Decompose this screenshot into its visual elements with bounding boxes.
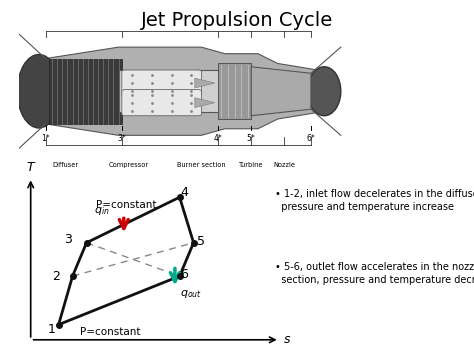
Text: s: s: [284, 333, 291, 346]
Ellipse shape: [17, 54, 61, 128]
Text: $q_{in}$: $q_{in}$: [94, 205, 110, 217]
Polygon shape: [195, 98, 215, 108]
Text: 1*: 1*: [41, 134, 50, 143]
Text: $q_{out}$: $q_{out}$: [180, 288, 201, 300]
Text: Jet Propulsion Cycle: Jet Propulsion Cycle: [141, 11, 333, 30]
Text: T: T: [27, 162, 35, 174]
Text: P=constant: P=constant: [96, 200, 156, 210]
Polygon shape: [195, 78, 215, 88]
Text: 1: 1: [48, 323, 55, 336]
Text: Burner section: Burner section: [177, 162, 226, 168]
Ellipse shape: [308, 67, 341, 116]
Polygon shape: [46, 91, 318, 135]
FancyBboxPatch shape: [122, 70, 201, 96]
Bar: [118, 70, 258, 113]
Text: • 1-2, inlet flow decelerates in the diffuser;
  pressure and temperature increa: • 1-2, inlet flow decelerates in the dif…: [275, 189, 474, 212]
Text: • 5-6, outlet flow accelerates in the nozzle
  section, pressure and temperature: • 5-6, outlet flow accelerates in the no…: [275, 262, 474, 285]
Polygon shape: [46, 47, 318, 91]
Text: 5: 5: [197, 235, 205, 248]
Text: 6: 6: [180, 268, 188, 281]
Text: Compressor: Compressor: [109, 162, 148, 168]
Text: 4: 4: [180, 186, 188, 199]
FancyBboxPatch shape: [122, 89, 201, 116]
Text: P=constant: P=constant: [80, 327, 140, 337]
Text: 4*: 4*: [214, 134, 222, 143]
Text: 5*: 5*: [247, 134, 255, 143]
Text: 3: 3: [64, 233, 72, 246]
Text: 6*: 6*: [307, 134, 315, 143]
Text: Diffuser: Diffuser: [52, 162, 79, 168]
Text: 2: 2: [52, 269, 60, 283]
Bar: [49, 59, 122, 124]
Bar: [218, 64, 251, 119]
Text: Nozzle: Nozzle: [273, 162, 295, 168]
Text: Turbine: Turbine: [239, 162, 264, 168]
Text: 3*: 3*: [118, 134, 126, 143]
Polygon shape: [251, 67, 311, 116]
